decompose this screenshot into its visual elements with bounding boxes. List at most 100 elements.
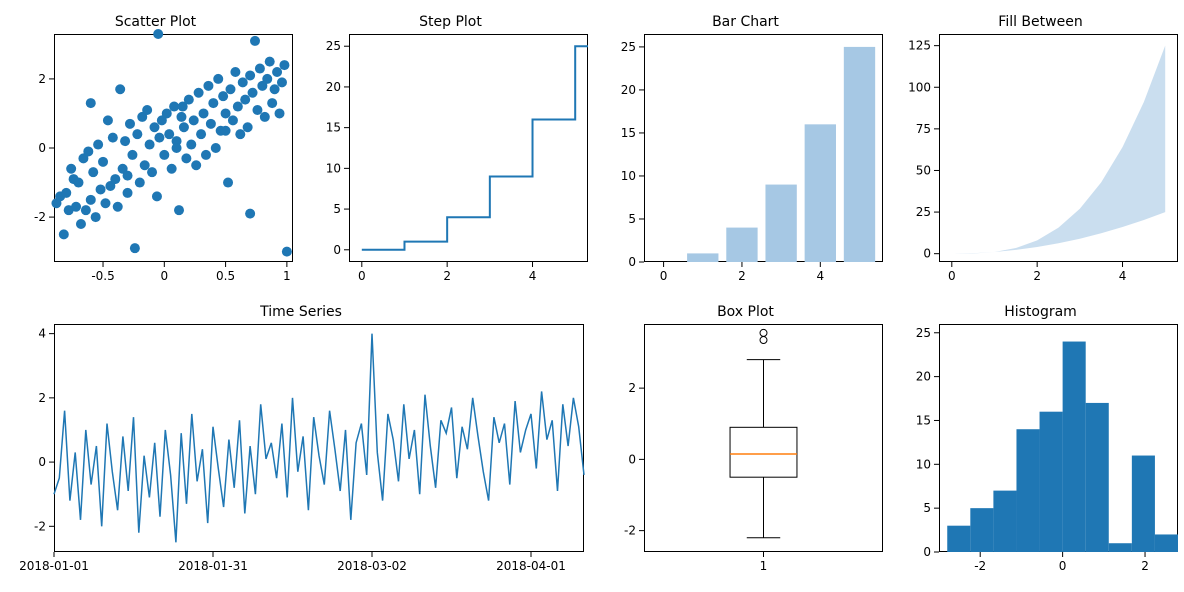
ts-line (54, 334, 584, 543)
bar-panel: Bar Chart0510152025024 (600, 10, 891, 296)
scatter-point (59, 229, 69, 239)
timeseries-panel: Time Series-20242018-01-012018-01-312018… (10, 300, 596, 586)
scatter-point (169, 102, 179, 112)
scatter-point (153, 29, 163, 39)
bar (765, 185, 796, 262)
ytick-label: 50 (916, 163, 931, 177)
box (730, 427, 797, 477)
ytick-label: 10 (621, 169, 636, 183)
scatter-point (243, 122, 253, 132)
ytick-label: 15 (326, 121, 341, 135)
xtick-label: 0.5 (216, 269, 235, 283)
xtick-label: 0 (660, 269, 668, 283)
fill-panel: Fill Between0255075100125024 (895, 10, 1184, 296)
scatter-point (218, 91, 228, 101)
scatter-point (196, 129, 206, 139)
scatter-point (96, 184, 106, 194)
flier (760, 337, 767, 344)
scatter-point (223, 178, 233, 188)
scatter-point (98, 157, 108, 167)
xtick-label: 4 (529, 269, 537, 283)
ytick-label: 25 (916, 326, 931, 340)
scatter-point (61, 188, 71, 198)
hist-bar (993, 491, 1016, 552)
ytick-label: 15 (621, 126, 636, 140)
xtick-label: -0.5 (91, 269, 114, 283)
scatter-point (250, 36, 260, 46)
scatter-point (199, 108, 209, 118)
scatter-point (265, 57, 275, 67)
ytick-label: 10 (916, 457, 931, 471)
scatter-point (201, 150, 211, 160)
bar-title: Bar Chart (712, 14, 779, 30)
scatter-point (91, 212, 101, 222)
hist-bar (1086, 403, 1109, 552)
scatter-panel: Scatter Plot-202-0.500.51 (10, 10, 301, 296)
ytick-label: 0 (923, 247, 931, 261)
box-title: Box Plot (717, 304, 774, 320)
scatter-point (179, 122, 189, 132)
scatter-point (154, 133, 164, 143)
hist-svg: Histogram0510152025-202 (895, 300, 1184, 586)
scatter-point (189, 115, 199, 125)
scatter-point (150, 122, 160, 132)
scatter-point (71, 202, 81, 212)
scatter-point (142, 105, 152, 115)
ytick-label: 20 (326, 80, 341, 94)
ytick-label: 0 (38, 455, 46, 469)
ytick-label: 25 (916, 205, 931, 219)
bar (805, 124, 836, 262)
xtick-label: 0 (948, 269, 956, 283)
scatter-point (88, 167, 98, 177)
xtick-label: 0 (358, 269, 366, 283)
scatter-point (186, 140, 196, 150)
ytick-label: 0 (628, 452, 636, 466)
scatter-point (277, 77, 287, 87)
scatter-point (159, 150, 169, 160)
scatter-point (127, 150, 137, 160)
xtick-label: 2018-04-01 (496, 559, 566, 573)
scatter-point (282, 247, 292, 257)
xtick-label: 2 (1141, 559, 1149, 573)
box-panel: Box Plot-2021 (600, 300, 891, 586)
scatter-point (115, 84, 125, 94)
xtick-label: 2018-03-02 (337, 559, 407, 573)
ytick-label: -2 (34, 210, 46, 224)
flier (760, 329, 767, 336)
scatter-point (267, 98, 277, 108)
scatter-point (123, 188, 133, 198)
xtick-label: 2 (443, 269, 451, 283)
scatter-point (81, 205, 91, 215)
scatter-point (191, 160, 201, 170)
scatter-svg: Scatter Plot-202-0.500.51 (10, 10, 301, 296)
scatter-point (203, 81, 213, 91)
xtick-label: 2 (1033, 269, 1041, 283)
ytick-label: -2 (624, 524, 636, 538)
ytick-label: 10 (326, 161, 341, 175)
scatter-point (113, 202, 123, 212)
scatter-point (145, 140, 155, 150)
timeseries-svg: Time Series-20242018-01-012018-01-312018… (10, 300, 592, 586)
ytick-label: 2 (628, 381, 636, 395)
scatter-point (279, 60, 289, 70)
ytick-label: -2 (34, 519, 46, 533)
fill-svg: Fill Between0255075100125024 (895, 10, 1184, 296)
scatter-point (100, 198, 110, 208)
scatter-point (162, 108, 172, 118)
scatter-point (174, 205, 184, 215)
box-svg: Box Plot-2021 (600, 300, 891, 586)
step-line (362, 46, 588, 250)
hist-panel: Histogram0510152025-202 (895, 300, 1184, 586)
scatter-point (245, 70, 255, 80)
scatter-point (255, 64, 265, 74)
scatter-point (123, 171, 133, 181)
scatter-point (164, 129, 174, 139)
xtick-label: 2 (738, 269, 746, 283)
ytick-label: 125 (908, 39, 931, 53)
scatter-point (252, 105, 262, 115)
scatter-point (225, 84, 235, 94)
scatter-point (140, 160, 150, 170)
scatter-point (221, 108, 231, 118)
scatter-point (275, 108, 285, 118)
scatter-point (221, 126, 231, 136)
